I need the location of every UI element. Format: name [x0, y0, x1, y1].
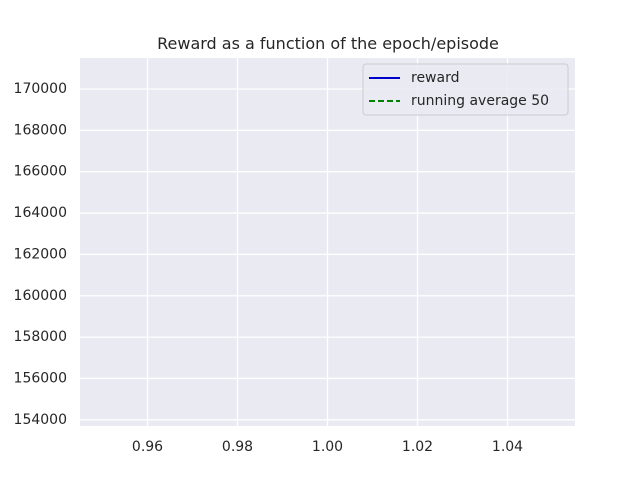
- x-tick-label: 0.98: [222, 439, 253, 455]
- y-tick-label: 170000: [14, 81, 67, 97]
- y-tick-label: 154000: [14, 412, 67, 428]
- chart-title: Reward as a function of the epoch/episod…: [157, 34, 499, 53]
- y-tick-label: 164000: [14, 205, 67, 221]
- legend: reward running average 50: [362, 63, 569, 116]
- y-tick-label: 158000: [14, 329, 67, 345]
- legend-box: [362, 63, 569, 116]
- x-tick-label: 1.04: [492, 439, 523, 455]
- y-tick-label: 156000: [14, 370, 67, 386]
- y-tick-label: 166000: [14, 164, 67, 180]
- y-tick-label: 168000: [14, 122, 67, 138]
- legend-label: reward: [411, 70, 460, 86]
- grid-lines: [80, 58, 575, 426]
- legend-label: running average 50: [411, 93, 549, 109]
- x-tick-label: 1.00: [312, 439, 343, 455]
- x-tick-label: 0.96: [132, 439, 163, 455]
- x-axis-ticks: 0.96 0.98 1.00 1.02 1.04: [132, 439, 523, 455]
- x-tick-label: 1.02: [402, 439, 433, 455]
- y-axis-ticks: 154000 156000 158000 160000 162000 164000 1660…: [14, 81, 67, 428]
- y-tick-label: 162000: [14, 246, 67, 262]
- y-tick-label: 160000: [14, 288, 67, 304]
